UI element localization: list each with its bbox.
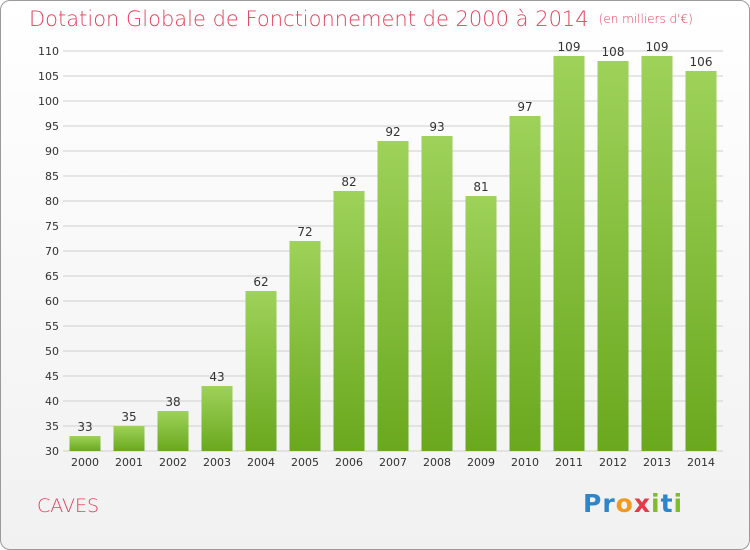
data-label: 72 xyxy=(297,225,312,239)
data-label: 81 xyxy=(473,180,488,194)
bar xyxy=(553,56,585,451)
y-tick-label: 105 xyxy=(38,70,59,83)
x-tick-label: 2011 xyxy=(555,456,583,469)
x-tick-label: 2003 xyxy=(203,456,231,469)
data-label: 109 xyxy=(558,40,581,54)
x-tick-label: 2006 xyxy=(335,456,363,469)
x-tick-label: 2005 xyxy=(291,456,319,469)
y-tick-label: 100 xyxy=(38,95,59,108)
data-label: 62 xyxy=(253,275,268,289)
bar xyxy=(465,196,497,451)
commune-name: CAVES xyxy=(37,495,100,517)
bar xyxy=(377,141,409,451)
logo-letter: i xyxy=(651,489,661,518)
bars xyxy=(69,56,717,451)
bar xyxy=(289,241,321,451)
x-axis-ticks: 2000 2001 2002 2003 2004 2005 2006 2007 2008 2009… xyxy=(71,456,715,469)
bar xyxy=(245,291,277,451)
x-tick-label: 2013 xyxy=(643,456,671,469)
bar xyxy=(685,71,717,451)
y-axis-ticks: 30 35 40 45 50 55 60 65 70 75 80 85 90 95 100 105 110 xyxy=(38,45,59,458)
data-label: 108 xyxy=(602,45,625,59)
data-label: 82 xyxy=(341,175,356,189)
data-label: 97 xyxy=(517,100,532,114)
y-tick-label: 40 xyxy=(45,395,59,408)
y-tick-label: 60 xyxy=(45,295,59,308)
data-label: 38 xyxy=(165,395,180,409)
y-tick-label: 85 xyxy=(45,170,59,183)
y-tick-label: 90 xyxy=(45,145,59,158)
chart-title: Dotation Globale de Fonctionnement de 20… xyxy=(29,7,693,31)
x-tick-label: 2012 xyxy=(599,456,627,469)
logo-letter: r xyxy=(602,489,616,518)
bar xyxy=(597,61,629,451)
y-tick-label: 70 xyxy=(45,245,59,258)
proxiti-logo: Proxiti xyxy=(583,489,683,518)
y-tick-label: 30 xyxy=(45,445,59,458)
bar xyxy=(157,411,189,451)
y-tick-label: 75 xyxy=(45,220,59,233)
x-tick-label: 2002 xyxy=(159,456,187,469)
y-tick-label: 50 xyxy=(45,345,59,358)
bar xyxy=(333,191,365,451)
bar xyxy=(69,436,101,451)
data-label: 92 xyxy=(385,125,400,139)
logo-letter: i xyxy=(673,489,684,518)
chart-title-text: Dotation Globale de Fonctionnement de 20… xyxy=(29,7,589,31)
data-labels: 33 35 38 43 62 72 82 92 93 81 97 109 108 109 106 xyxy=(77,40,712,434)
bar xyxy=(641,56,673,451)
x-tick-label: 2001 xyxy=(115,456,143,469)
x-tick-label: 2000 xyxy=(71,456,99,469)
y-tick-label: 55 xyxy=(45,320,59,333)
logo-letter: t xyxy=(660,489,674,518)
y-tick-label: 35 xyxy=(45,420,59,433)
x-tick-label: 2008 xyxy=(423,456,451,469)
y-tick-label: 110 xyxy=(38,45,59,58)
x-tick-label: 2004 xyxy=(247,456,275,469)
logo-letter: x xyxy=(633,489,651,518)
bar xyxy=(509,116,541,451)
x-tick-label: 2007 xyxy=(379,456,407,469)
logo-letter: P xyxy=(583,489,603,518)
data-label: 93 xyxy=(429,120,444,134)
logo-letter: o xyxy=(615,489,634,518)
y-tick-label: 80 xyxy=(45,195,59,208)
chart-unit: (en milliers d'€) xyxy=(598,12,693,26)
bar xyxy=(201,386,233,451)
data-label: 106 xyxy=(690,55,713,69)
data-label: 33 xyxy=(77,420,92,434)
data-label: 109 xyxy=(646,40,669,54)
y-tick-label: 45 xyxy=(45,370,59,383)
x-tick-label: 2009 xyxy=(467,456,495,469)
data-label: 35 xyxy=(121,410,136,424)
y-tick-label: 95 xyxy=(45,120,59,133)
x-tick-label: 2010 xyxy=(511,456,539,469)
bar xyxy=(113,426,145,451)
y-tick-label: 65 xyxy=(45,270,59,283)
data-label: 43 xyxy=(209,370,224,384)
bar xyxy=(421,136,453,451)
x-tick-label: 2014 xyxy=(687,456,715,469)
